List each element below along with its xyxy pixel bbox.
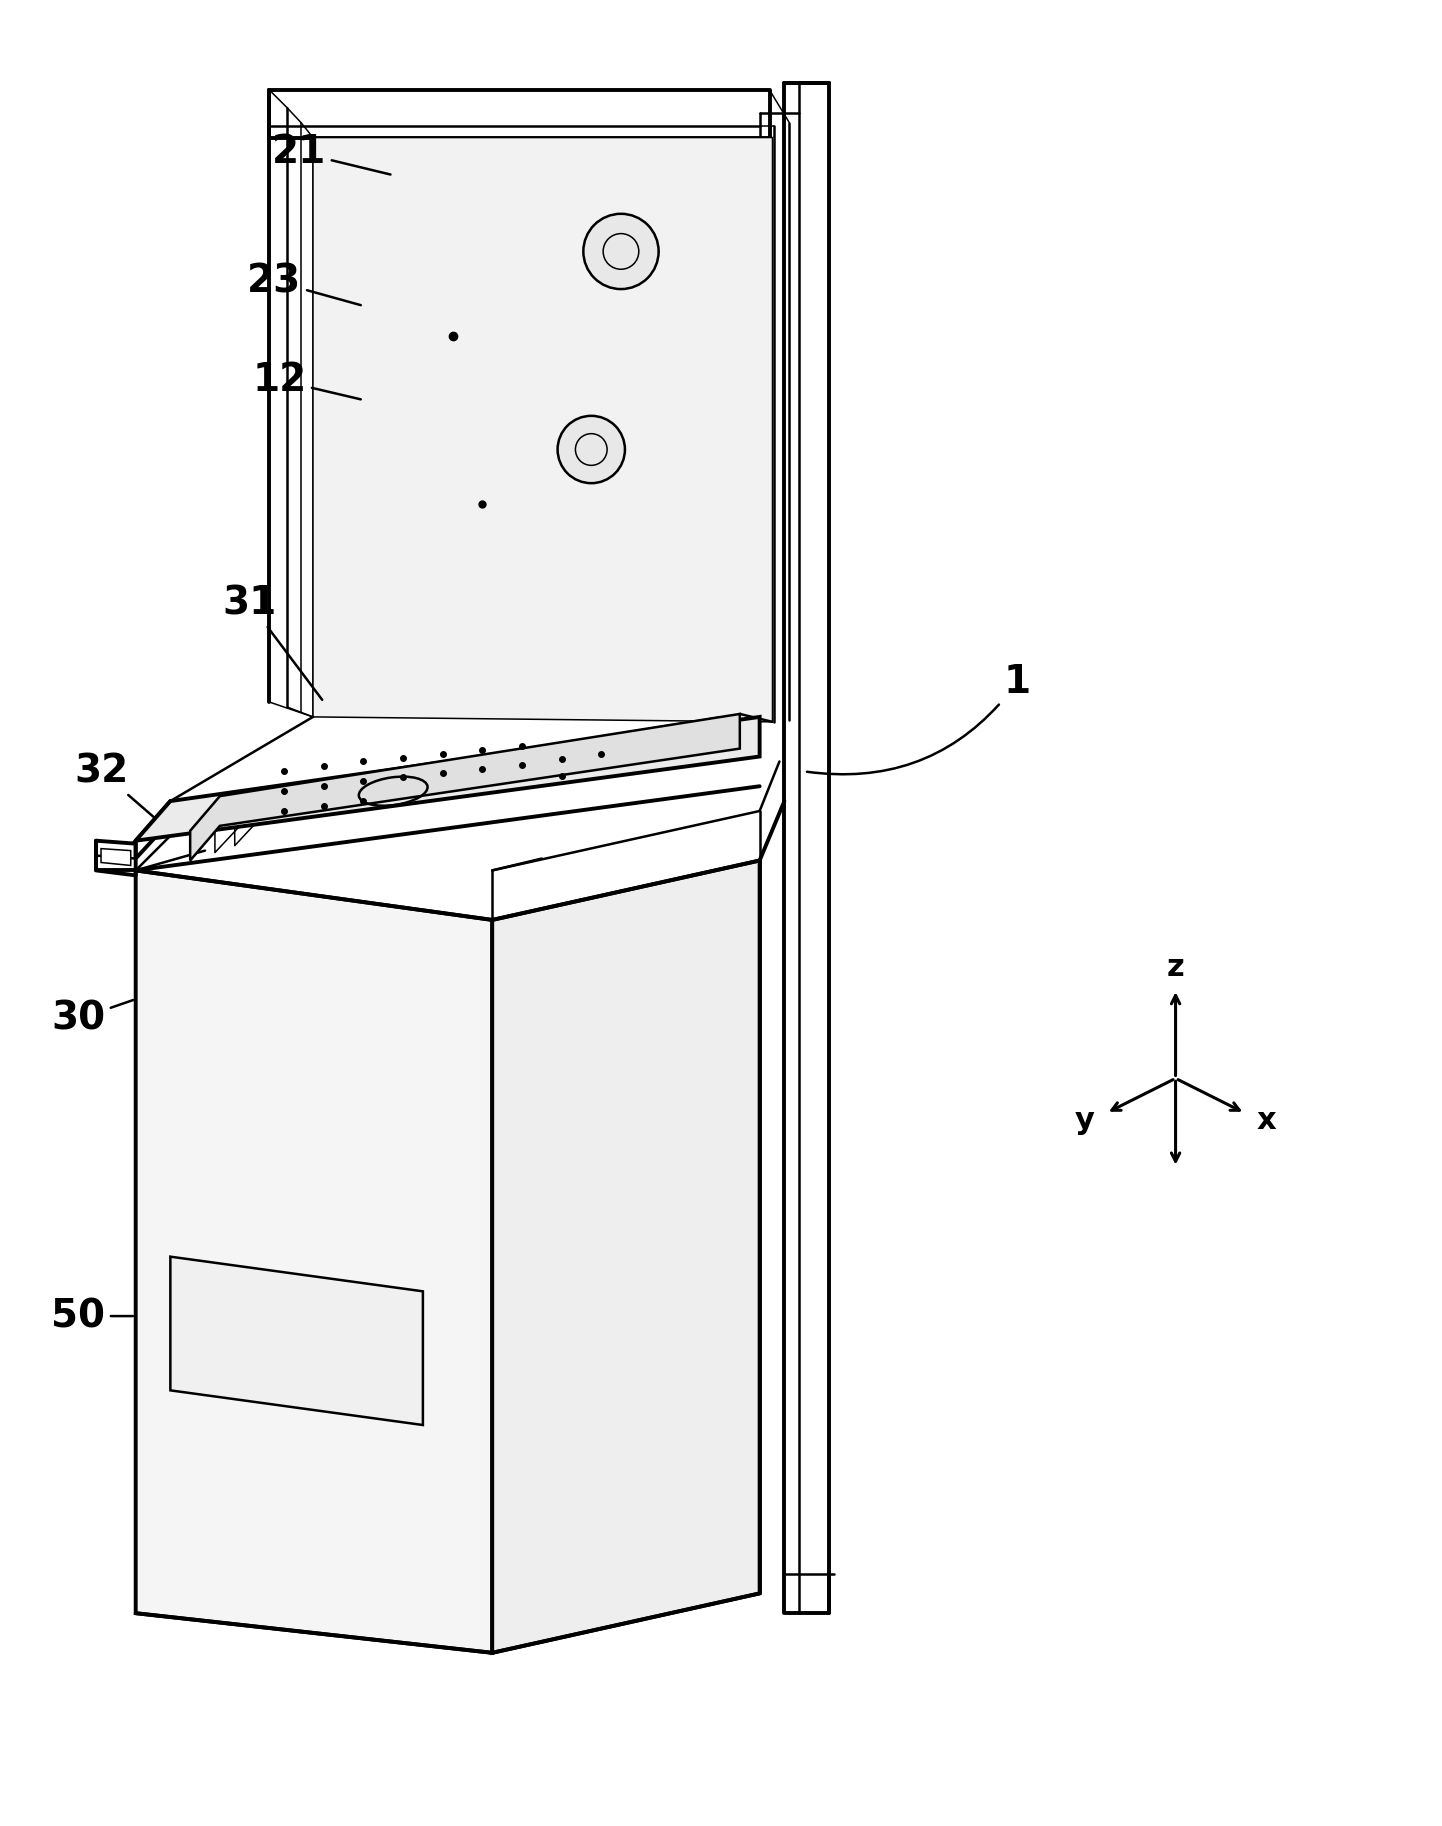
Polygon shape (170, 1256, 423, 1424)
Polygon shape (190, 714, 740, 860)
Polygon shape (136, 718, 760, 840)
Polygon shape (101, 849, 131, 866)
Text: 12: 12 (252, 362, 360, 400)
Circle shape (558, 416, 624, 484)
Text: z: z (1167, 953, 1184, 982)
Text: x: x (1257, 1107, 1276, 1136)
Text: 50: 50 (52, 1296, 133, 1335)
Text: 1: 1 (808, 663, 1031, 774)
Polygon shape (136, 871, 492, 1653)
Text: 23: 23 (247, 263, 360, 305)
Polygon shape (492, 860, 760, 1653)
Text: 31: 31 (222, 584, 322, 699)
Polygon shape (313, 137, 773, 721)
Text: y: y (1074, 1107, 1094, 1136)
Text: 21: 21 (273, 133, 391, 175)
Text: 32: 32 (74, 752, 159, 822)
Text: 30: 30 (50, 1001, 133, 1037)
Circle shape (584, 214, 659, 289)
